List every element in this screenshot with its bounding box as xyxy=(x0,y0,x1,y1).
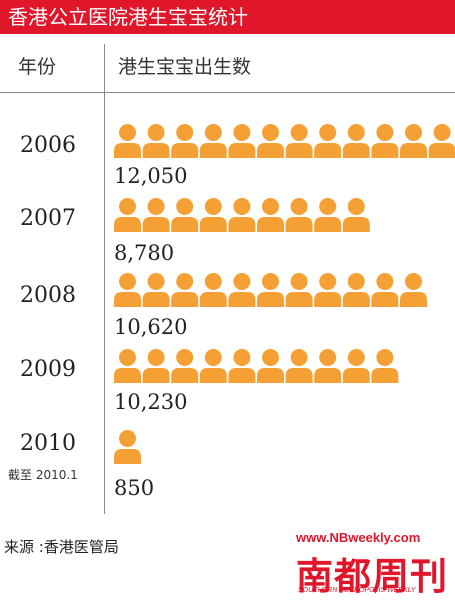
person-icon-2009-7 xyxy=(285,349,313,383)
person-icon-2007-9 xyxy=(342,198,370,232)
person-icon-2006-11 xyxy=(400,124,427,158)
person-icon-2008-10 xyxy=(371,273,399,307)
column-divider xyxy=(104,44,105,514)
value-label-2007: 8,780 xyxy=(114,241,175,265)
person-icon-2006-4 xyxy=(199,124,227,158)
person-icon-2009-5 xyxy=(228,349,256,383)
person-icon-2009-2 xyxy=(142,349,170,383)
person-icon-2008-9 xyxy=(342,273,370,307)
person-icon-2008-1 xyxy=(114,273,141,307)
person-icon-2007-2 xyxy=(142,198,170,232)
person-icon-2010-1 xyxy=(114,430,141,464)
year-column-header: 年份 xyxy=(18,56,57,78)
year-label-2009: 2009 xyxy=(20,357,76,382)
footer-url: www.NBweekly.com xyxy=(296,530,421,545)
person-icon-2007-6 xyxy=(257,198,284,232)
person-icon-2007-8 xyxy=(314,198,342,232)
person-icon-2006-8 xyxy=(314,124,342,158)
brand-logo: 南都周刊 xyxy=(296,555,448,598)
person-icon-2009-8 xyxy=(314,349,342,383)
person-icon-2007-4 xyxy=(199,198,227,232)
person-icon-2007-3 xyxy=(171,198,199,232)
year-label-2006: 2006 xyxy=(20,133,76,158)
person-icon-2009-1 xyxy=(114,349,141,383)
chart-title: 香港公立医院港生宝宝统计 xyxy=(0,0,455,34)
person-icon-2007-1 xyxy=(114,198,141,232)
value-label-2008: 10,620 xyxy=(114,315,188,339)
person-icon-2006-2 xyxy=(142,124,170,158)
year-label-2008: 2008 xyxy=(20,283,76,308)
person-icon-2006-1 xyxy=(114,124,141,158)
person-icon-2006-7 xyxy=(285,124,313,158)
value-label-2009: 10,230 xyxy=(114,390,188,414)
person-icon-2008-4 xyxy=(199,273,227,307)
count-column-header: 港生宝宝出生数 xyxy=(118,56,252,78)
brand-english-name: SOUTHERN METROPOLIS WEEKLY xyxy=(298,587,416,594)
header-divider xyxy=(0,92,455,93)
person-icon-2008-3 xyxy=(171,273,199,307)
person-icon-2008-2 xyxy=(142,273,170,307)
person-icon-2008-6 xyxy=(257,273,284,307)
person-icon-2006-3 xyxy=(171,124,199,158)
person-icon-2008-7 xyxy=(285,273,313,307)
person-icon-2006-6 xyxy=(257,124,284,158)
person-icon-2009-3 xyxy=(171,349,199,383)
year-label-2010: 2010 xyxy=(20,431,76,456)
person-icon-2006-5 xyxy=(228,124,256,158)
year-label-2007: 2007 xyxy=(20,206,76,231)
value-label-2010: 850 xyxy=(114,476,155,500)
person-icon-2009-4 xyxy=(199,349,227,383)
person-icon-2009-6 xyxy=(257,349,284,383)
value-label-2006: 12,050 xyxy=(114,164,188,188)
year-note-2010: 截至 2010.1 xyxy=(8,468,78,482)
person-icon-2006-9 xyxy=(342,124,370,158)
person-icon-2007-7 xyxy=(285,198,313,232)
source-note: 来源 :香港医管局 xyxy=(4,538,119,556)
person-icon-2008-11 xyxy=(400,273,427,307)
person-icon-2009-9 xyxy=(342,349,370,383)
person-icon-2008-8 xyxy=(314,273,342,307)
person-icon-2007-5 xyxy=(228,198,256,232)
person-icon-2008-5 xyxy=(228,273,256,307)
person-icon-2009-10 xyxy=(371,349,399,383)
person-icon-2006-12 xyxy=(428,124,455,158)
person-icon-2006-10 xyxy=(371,124,399,158)
